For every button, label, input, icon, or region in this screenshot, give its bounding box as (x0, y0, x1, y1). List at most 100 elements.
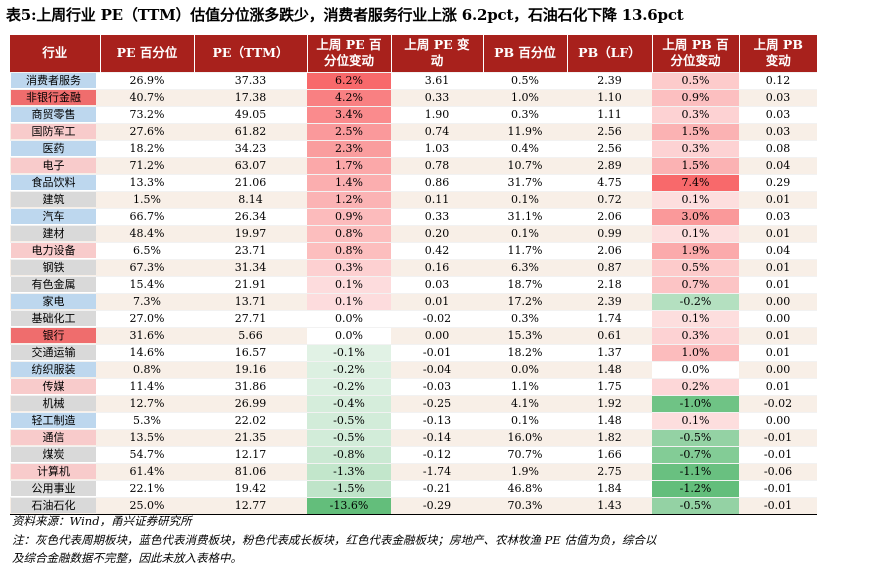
table-row: 公用事业 22.1% 19.42 -1.5% -0.21 46.8% 1.84 -1.2% -0… (10, 479, 817, 497)
pe-percentile-cell: 71.2% (100, 156, 194, 174)
pe-percentile-cell: 0.8% (100, 360, 194, 378)
pb-lf-cell: 1.11 (567, 105, 652, 123)
table-row: 钢铁 67.3% 31.34 0.3% 0.16 6.3% 0.87 0.5% 0.01 (10, 258, 817, 276)
pb-percentile-change-cell: 1.5% (652, 122, 739, 140)
pe-percentile-change-cell: 0.0% (307, 309, 391, 327)
pe-ttm-cell: 12.17 (194, 445, 307, 463)
table-row: 煤炭 54.7% 12.17 -0.8% -0.12 70.7% 1.66 -0.7% -0.0… (10, 445, 817, 463)
pe-percentile-change-cell: 6.2% (307, 71, 391, 89)
pb-percentile-cell: 46.8% (483, 479, 567, 497)
industry-label: 建筑 (11, 192, 96, 207)
pb-percentile-cell: 15.3% (483, 326, 567, 344)
pe-ttm-cell: 19.42 (194, 479, 307, 497)
pe-percentile-cell: 11.4% (100, 377, 194, 395)
pe-percentile-change-cell: -1.3% (307, 462, 391, 480)
pe-change-cell: 0.74 (391, 122, 483, 140)
pb-percentile-change-cell: 1.5% (652, 156, 739, 174)
pe-change-cell: 0.33 (391, 88, 483, 106)
industry-cell: 建筑 (10, 190, 100, 208)
pe-change-cell: -0.14 (391, 428, 483, 446)
source-note: 资料来源：Wind，甬兴证券研究所 (12, 514, 192, 528)
pb-percentile-change-cell: 0.2% (652, 377, 739, 395)
industry-cell: 通信 (10, 428, 100, 446)
pe-ttm-cell: 21.06 (194, 173, 307, 191)
pb-change-cell: 0.03 (739, 88, 817, 106)
pb-lf-cell: 1.48 (567, 411, 652, 429)
industry-label: 计算机 (11, 464, 96, 479)
pb-lf-cell: 1.37 (567, 343, 652, 361)
header-pb-percentile: PB 百分位 (482, 35, 567, 72)
pe-percentile-cell: 18.2% (100, 139, 194, 157)
pb-change-cell: -0.01 (739, 479, 817, 497)
table-row: 银行 31.6% 5.66 0.0% 0.00 15.3% 0.61 0.3% 0.01 (10, 326, 817, 344)
pe-percentile-change-cell: -0.5% (307, 411, 391, 429)
industry-label: 食品饮料 (11, 175, 96, 190)
table-title: 表5:上周行业 PE（TTM）估值分位涨多跌少，消费者服务行业上涨 6.2pct… (6, 6, 684, 24)
pb-percentile-cell: 70.7% (483, 445, 567, 463)
pe-percentile-cell: 14.6% (100, 343, 194, 361)
industry-label: 纺织服装 (11, 362, 96, 377)
pb-lf-cell: 1.66 (567, 445, 652, 463)
table-row: 传媒 11.4% 31.86 -0.2% -0.03 1.1% 1.75 0.2% 0.01 (10, 377, 817, 395)
table-body: 消费者服务 26.9% 37.33 6.2% 3.61 0.5% 2.39 0.5% 0.12 非… (10, 71, 817, 515)
pe-ttm-cell: 8.14 (194, 190, 307, 208)
industry-label: 非银行金融 (11, 90, 96, 105)
pe-percentile-cell: 25.0% (100, 496, 194, 515)
pb-percentile-change-cell: 0.0% (652, 360, 739, 378)
pb-change-cell: 0.03 (739, 122, 817, 140)
pe-percentile-cell: 13.5% (100, 428, 194, 446)
header-pe-percentile: PE 百分位 (99, 35, 194, 72)
pb-percentile-change-cell: -0.2% (652, 292, 739, 310)
industry-label: 轻工制造 (11, 413, 96, 428)
valuation-table: 行业 PE 百分位 PE（TTM） 上周 PE 百分位变动 上周 PE 变动 P… (10, 35, 817, 515)
pb-lf-cell: 1.82 (567, 428, 652, 446)
industry-cell: 汽车 (10, 207, 100, 225)
pb-percentile-cell: 6.3% (483, 258, 567, 276)
pe-percentile-cell: 54.7% (100, 445, 194, 463)
pb-percentile-cell: 16.0% (483, 428, 567, 446)
pe-change-cell: 0.03 (391, 275, 483, 293)
pb-percentile-cell: 11.7% (483, 241, 567, 259)
pe-ttm-cell: 63.07 (194, 156, 307, 174)
pe-ttm-cell: 26.99 (194, 394, 307, 412)
industry-cell: 建材 (10, 224, 100, 242)
table-row: 通信 13.5% 21.35 -0.5% -0.14 16.0% 1.82 -0.5% -0.0… (10, 428, 817, 446)
industry-cell: 机械 (10, 394, 100, 412)
industry-label: 公用事业 (11, 481, 96, 496)
pb-percentile-change-cell: 0.1% (652, 224, 739, 242)
pe-percentile-cell: 1.5% (100, 190, 194, 208)
pe-change-cell: 0.42 (391, 241, 483, 259)
pe-change-cell: -0.03 (391, 377, 483, 395)
pb-percentile-change-cell: -0.5% (652, 428, 739, 446)
pe-percentile-change-cell: 0.9% (307, 207, 391, 225)
industry-label: 汽车 (11, 209, 96, 224)
pb-lf-cell: 4.75 (567, 173, 652, 191)
industry-label: 通信 (11, 430, 96, 445)
pb-lf-cell: 1.92 (567, 394, 652, 412)
pe-percentile-change-cell: 0.1% (307, 292, 391, 310)
industry-label: 有色金属 (11, 277, 96, 292)
pe-percentile-cell: 67.3% (100, 258, 194, 276)
pb-lf-cell: 0.72 (567, 190, 652, 208)
pb-percentile-change-cell: 0.3% (652, 326, 739, 344)
pe-ttm-cell: 26.34 (194, 207, 307, 225)
pb-change-cell: 0.00 (739, 292, 817, 310)
pb-percentile-cell: 17.2% (483, 292, 567, 310)
pe-percentile-cell: 40.7% (100, 88, 194, 106)
table-row: 家电 7.3% 13.71 0.1% 0.01 17.2% 2.39 -0.2% 0.00 (10, 292, 817, 310)
industry-cell: 商贸零售 (10, 105, 100, 123)
pb-percentile-change-cell: 0.3% (652, 105, 739, 123)
footnotes: 资料来源：Wind，甬兴证券研究所 注：灰色代表周期板块，蓝色代表消费板块，粉色… (12, 512, 656, 568)
pe-ttm-cell: 37.33 (194, 71, 307, 89)
pb-lf-cell: 1.48 (567, 360, 652, 378)
pb-change-cell: 0.12 (739, 71, 817, 89)
pe-percentile-change-cell: 3.4% (307, 105, 391, 123)
table-row: 石油石化 25.0% 12.77 -13.6% -0.29 70.3% 1.43 -0.5% -… (10, 496, 817, 515)
pb-change-cell: -0.06 (739, 462, 817, 480)
pb-percentile-cell: 31.1% (483, 207, 567, 225)
pe-change-cell: 0.78 (391, 156, 483, 174)
pb-lf-cell: 1.75 (567, 377, 652, 395)
pe-ttm-cell: 23.71 (194, 241, 307, 259)
pe-percentile-change-cell: 1.7% (307, 156, 391, 174)
pe-ttm-cell: 49.05 (194, 105, 307, 123)
